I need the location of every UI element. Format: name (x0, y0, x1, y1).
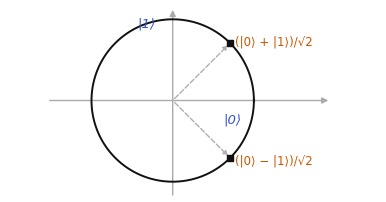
Text: (|0⟩ − |1⟩)/√2: (|0⟩ − |1⟩)/√2 (235, 154, 313, 167)
Text: (|0⟩ + |1⟩)/√2: (|0⟩ + |1⟩)/√2 (235, 35, 313, 48)
Text: |1⟩: |1⟩ (137, 18, 155, 31)
Text: |0⟩: |0⟩ (223, 113, 241, 126)
